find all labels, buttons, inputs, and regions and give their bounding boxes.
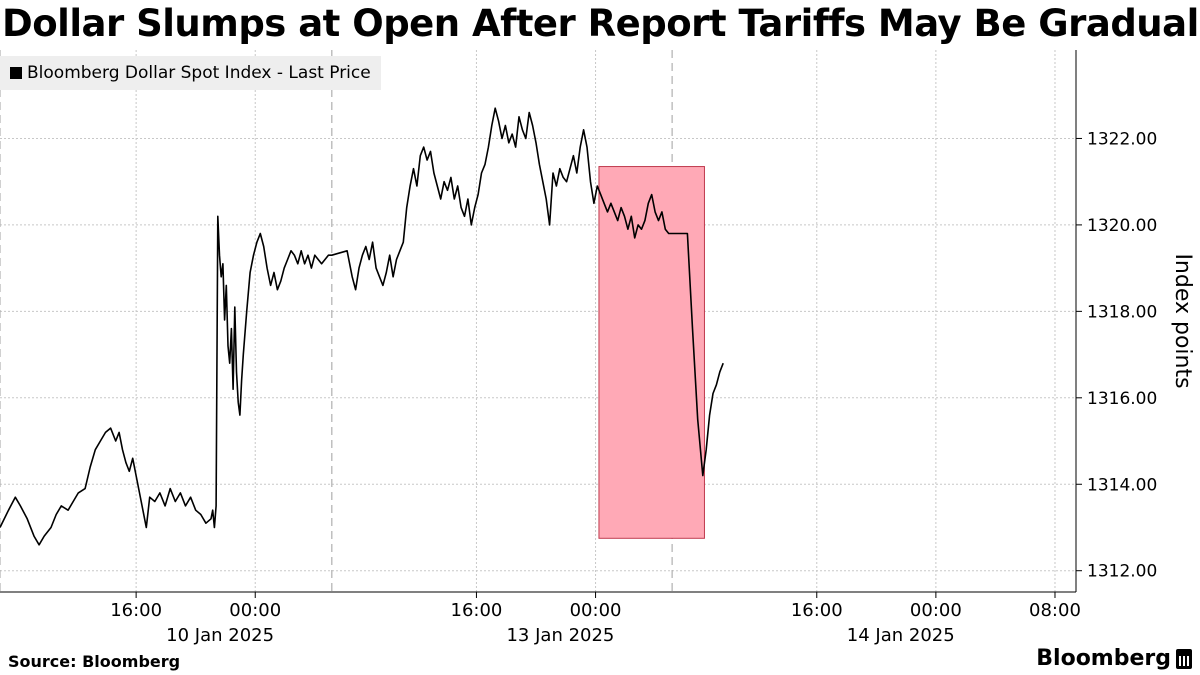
x-tick-label: 00:00	[910, 600, 962, 621]
y-tick-label: 1322.00	[1087, 129, 1157, 149]
x-date-label: 13 Jan 2025	[506, 625, 614, 646]
x-date-label: 10 Jan 2025	[166, 625, 274, 646]
legend-label: Bloomberg Dollar Spot Index - Last Price	[27, 63, 371, 83]
x-tick-label: 00:00	[229, 600, 281, 621]
y-tick-label: 1320.00	[1087, 216, 1157, 236]
source-note: Source: Bloomberg	[8, 652, 181, 671]
legend: Bloomberg Dollar Spot Index - Last Price	[0, 56, 381, 90]
legend-swatch	[10, 67, 22, 79]
y-tick-label: 1314.00	[1087, 475, 1157, 495]
highlight-box	[598, 166, 705, 539]
bloomberg-terminal-icon	[1176, 648, 1192, 669]
y-tick-label: 1318.00	[1087, 302, 1157, 322]
y-axis-title: Index points	[1170, 253, 1195, 388]
x-tick-label: 16:00	[791, 600, 843, 621]
y-tick-label: 1316.00	[1087, 389, 1157, 409]
brand-name: Bloomberg	[1036, 646, 1171, 671]
series-line	[0, 107, 724, 546]
x-tick-label: 08:00	[1029, 600, 1081, 621]
y-tick-label: 1312.00	[1087, 562, 1157, 582]
x-tick-label: 00:00	[570, 600, 622, 621]
brand-logo: Bloomberg	[1036, 646, 1192, 671]
x-tick-label: 16:00	[110, 600, 162, 621]
chart-title: Dollar Slumps at Open After Report Tarif…	[2, 2, 1199, 45]
x-tick-label: 16:00	[451, 600, 503, 621]
x-date-label: 14 Jan 2025	[847, 625, 955, 646]
